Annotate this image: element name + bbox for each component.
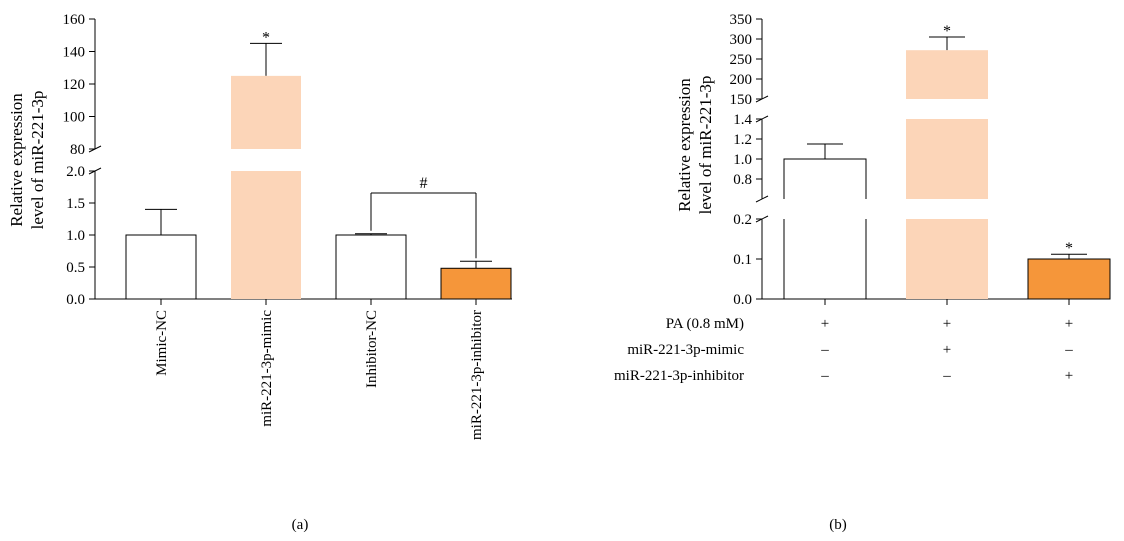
y-tick-label: 0.2 (733, 212, 752, 228)
treatment-sign: – (1064, 342, 1073, 358)
bracket-label: # (420, 175, 428, 192)
caption-a: (a) (292, 517, 309, 533)
treatment-sign: – (942, 368, 951, 384)
y-axis-label: Relative expression level of miR-221-3p (7, 91, 47, 230)
bar-break-gap (230, 149, 302, 171)
treatment-sign: – (820, 342, 829, 358)
y-tick-label: 350 (730, 12, 753, 28)
treatment-sign: + (1065, 316, 1073, 332)
y-tick-label: 2.0 (66, 164, 85, 180)
bar (335, 234, 407, 300)
caption-b: (b) (829, 517, 847, 533)
y-tick-label: 200 (730, 72, 753, 88)
y-axis-label-line: level of miR-221-3p (696, 76, 715, 215)
y-tick-label: 1.5 (66, 196, 85, 212)
y-tick-label: 1.0 (66, 228, 85, 244)
y-tick-label: 150 (730, 92, 753, 108)
significance-marker: * (262, 29, 270, 46)
panel-b: 0.0 0.1 0.2 0.8 1.0 1.2 1.4 150 200 250 300 350 Rela… (614, 12, 1111, 384)
bar-break-gap (783, 199, 867, 219)
x-tick-label: Inhibitor-NC (364, 310, 380, 388)
treatment-sign: + (943, 342, 951, 358)
treatment-label: miR-221-3p-inhibitor (614, 368, 744, 384)
x-tick-label: miR-221-3p-inhibitor (469, 310, 485, 440)
x-tick-label: Mimic-NC (154, 310, 170, 376)
bar (125, 234, 197, 300)
y-tick-label: 0.0 (733, 292, 752, 308)
significance-marker: * (1065, 240, 1073, 257)
axis-break-mark (755, 195, 769, 203)
significance-marker: * (943, 23, 951, 40)
bar (906, 50, 988, 300)
treatment-sign: – (820, 368, 829, 384)
y-tick-label: 120 (63, 77, 86, 93)
bar (231, 75, 301, 299)
y-axis-label-line: Relative expression (675, 78, 694, 212)
treatment-label: miR-221-3p-mimic (627, 342, 744, 358)
bar-break-gap (905, 199, 989, 219)
y-tick-label: 0.5 (66, 260, 85, 276)
bar (440, 267, 512, 300)
treatment-sign: + (821, 316, 829, 332)
y-tick-label: 100 (63, 110, 86, 126)
x-tick-label: miR-221-3p-mimic (259, 310, 275, 427)
y-tick-label: 300 (730, 32, 753, 48)
bar (1027, 258, 1111, 300)
y-tick-label: 1.2 (733, 132, 752, 148)
y-tick-label: 1.4 (733, 112, 752, 128)
y-axis-label-line: Relative expression (7, 93, 26, 227)
treatment-sign: + (943, 316, 951, 332)
y-tick-label: 1.0 (733, 152, 752, 168)
y-tick-label: 140 (63, 45, 86, 61)
treatment-sign: + (1065, 368, 1073, 384)
y-tick-label: 160 (63, 12, 86, 28)
treatment-label: PA (0.8 mM) (666, 316, 744, 332)
bar-break-gap (905, 99, 989, 119)
y-tick-label: 0.8 (733, 172, 752, 188)
y-axis-label-line: level of miR-221-3p (28, 91, 47, 230)
y-tick-label: 0.0 (66, 292, 85, 308)
y-tick-label: 250 (730, 52, 753, 68)
y-tick-label: 0.1 (733, 252, 752, 268)
y-tick-label: 80 (70, 142, 85, 158)
bar (783, 158, 867, 300)
y-axis-label: Relative expression level of miR-221-3p (675, 76, 715, 215)
panel-a: 0.0 0.5 1.0 1.5 2.0 80 100 120 140 160 Relative ex… (7, 12, 512, 440)
